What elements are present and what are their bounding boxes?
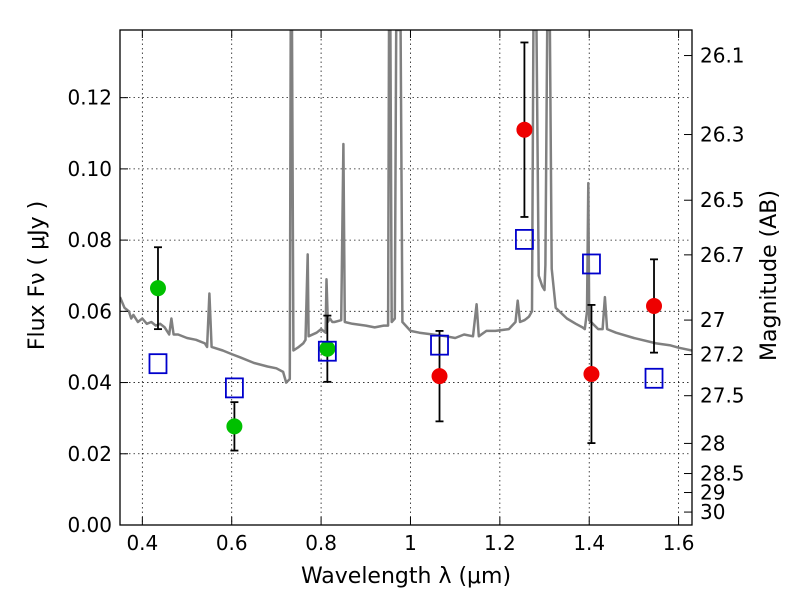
y-axis-label: Flux Fν ( μJy ) [25, 201, 50, 350]
x-tick-label: 1 [404, 531, 417, 555]
y-tick-label: 0.02 [67, 442, 112, 466]
y-tick-label: 0.00 [67, 513, 112, 537]
magnitude-tick-label: 26.5 [700, 188, 745, 212]
observed-flux-point [516, 121, 533, 138]
y-tick-label: 0.10 [67, 157, 112, 181]
model-spectrum-line [120, 30, 692, 384]
model-photometry-square [515, 228, 534, 250]
model-photometry-square [148, 353, 168, 375]
x-axis-label: Wavelength λ (μm) [301, 564, 511, 589]
model-photometry-square [224, 377, 244, 399]
observed-flux-point [319, 340, 336, 357]
model-photometry-square [317, 340, 337, 362]
model-photometry-square [582, 253, 601, 275]
x-tick-label: 1.2 [484, 531, 516, 555]
magnitude-tick-label: 28 [700, 431, 725, 455]
model-photometry-square [644, 367, 664, 389]
observed-flux-point [431, 368, 448, 385]
model-spectrum [120, 30, 692, 384]
x-tick-label: 1.4 [573, 531, 605, 555]
y-tick-label: 0.04 [67, 371, 112, 395]
magnitude-tick-label: 26.7 [700, 243, 745, 267]
magnitude-tick-label: 26.3 [700, 123, 745, 147]
model-photometry-square [430, 334, 449, 356]
x-tick-label: 0.6 [216, 531, 248, 555]
magnitude-tick-label: 30 [700, 500, 725, 524]
observed-flux-point [583, 366, 600, 383]
plot-frame [119, 29, 693, 526]
grid-lines [120, 30, 692, 525]
y-tick-label: 0.08 [67, 228, 112, 252]
axis-ticks: 0.4 0.6 0.8 1 1.2 1.4 1.6 0.00 0.02 0.04 0.06 0.08 0… [67, 30, 745, 555]
x-tick-label: 0.8 [305, 531, 337, 555]
observed-flux-point [226, 418, 243, 435]
y-tick-label: 0.12 [67, 86, 112, 110]
y-axis-right-label: Magnitude (AB) [757, 190, 782, 361]
observed-flux-point [646, 297, 663, 314]
observed-flux-point [149, 280, 166, 297]
magnitude-tick-label: 29 [700, 481, 725, 505]
magnitude-tick-label: 26.1 [700, 44, 745, 68]
magnitude-tick-label: 27.2 [700, 343, 745, 367]
y-tick-label: 0.06 [67, 299, 112, 323]
magnitude-tick-label: 28.5 [700, 462, 745, 486]
magnitude-tick-label: 27.5 [700, 384, 745, 408]
x-tick-label: 0.4 [126, 531, 158, 555]
data-points [148, 41, 664, 452]
magnitude-tick-label: 27 [700, 308, 725, 332]
x-tick-label: 1.6 [663, 531, 695, 555]
